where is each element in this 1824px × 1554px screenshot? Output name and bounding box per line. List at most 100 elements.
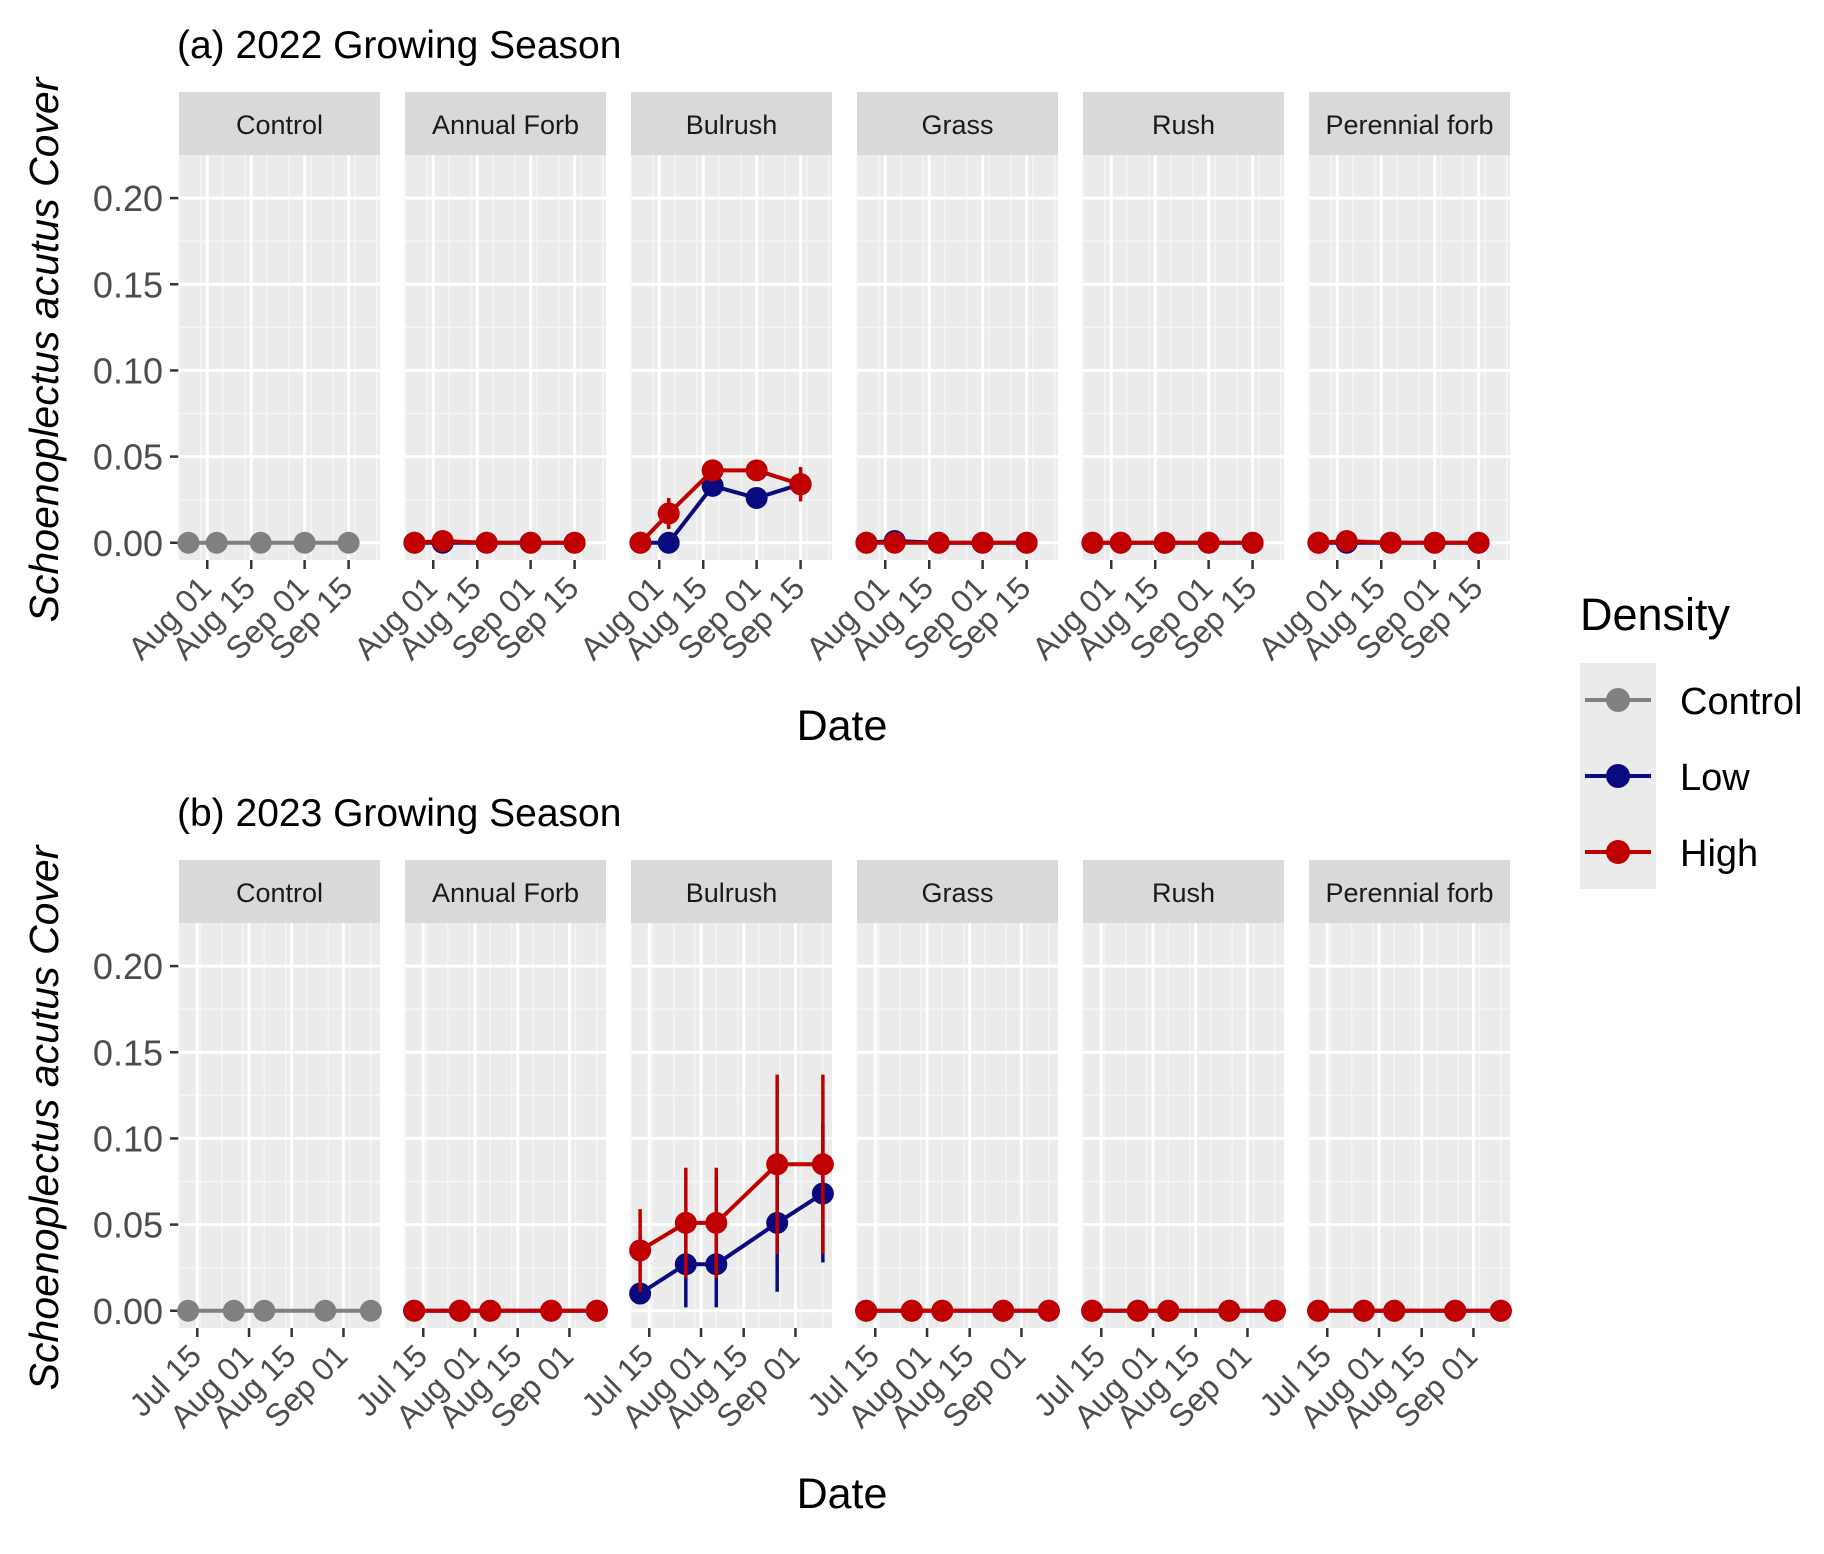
series-high xyxy=(403,1299,608,1322)
facet-strip xyxy=(179,92,380,155)
facet-strip-label: Rush xyxy=(1152,878,1215,908)
data-point xyxy=(1015,531,1038,554)
facet-strip xyxy=(631,92,832,155)
y-tick-label: 0.10 xyxy=(93,350,163,391)
data-point xyxy=(705,1211,728,1234)
data-point xyxy=(1037,1299,1060,1322)
y-axis-title: Schoenoplectus acutus Cover xyxy=(21,75,67,622)
legend-item-label: Control xyxy=(1680,681,1803,723)
section-title: (b) 2023 Growing Season xyxy=(177,792,621,835)
data-point xyxy=(971,531,994,554)
legend: Density Control Low High xyxy=(1580,589,1803,889)
data-point xyxy=(359,1299,382,1322)
y-tick-label: 0.10 xyxy=(93,1118,163,1159)
y-tick-label: 0.15 xyxy=(93,1032,163,1073)
facet-strip-label: Control xyxy=(236,110,323,140)
facet-strip-label: Grass xyxy=(921,110,993,140)
panel-background xyxy=(1309,923,1510,1328)
data-point xyxy=(745,486,768,509)
data-point xyxy=(745,459,768,482)
series-high xyxy=(855,531,1038,554)
data-point xyxy=(205,531,228,554)
x-axis-title: Date xyxy=(797,1470,888,1518)
data-point xyxy=(448,1299,471,1322)
series-control xyxy=(177,1299,382,1322)
x-axis-title: Date xyxy=(797,702,888,750)
data-point xyxy=(1467,531,1490,554)
data-point xyxy=(177,1299,200,1322)
data-point xyxy=(992,1299,1015,1322)
y-tick-label: 0.20 xyxy=(93,946,163,987)
data-point xyxy=(883,531,906,554)
section-title: (a) 2022 Growing Season xyxy=(177,24,621,67)
data-point xyxy=(563,531,586,554)
legend-key-point xyxy=(1606,840,1630,864)
data-point xyxy=(674,1211,697,1234)
data-point xyxy=(293,531,316,554)
data-point xyxy=(629,531,652,554)
facet-strip xyxy=(631,860,832,923)
data-point xyxy=(1379,531,1402,554)
panel-background xyxy=(405,155,606,560)
data-point xyxy=(701,459,724,482)
facet-strip xyxy=(179,860,380,923)
series-high xyxy=(403,530,586,554)
series-high xyxy=(1081,531,1264,554)
data-point xyxy=(1423,531,1446,554)
panel-background xyxy=(405,923,606,1328)
data-point xyxy=(629,1282,652,1305)
facet-strip-label: Grass xyxy=(921,878,993,908)
data-point xyxy=(337,531,360,554)
data-point xyxy=(249,531,272,554)
legend-key-point xyxy=(1606,764,1630,788)
series-high xyxy=(1307,530,1490,554)
data-point xyxy=(657,531,680,554)
facet-strip-label: Bulrush xyxy=(686,110,778,140)
facet-strip-label: Perennial forb xyxy=(1325,878,1493,908)
data-point xyxy=(1307,1299,1330,1322)
data-point xyxy=(1489,1299,1512,1322)
data-point xyxy=(177,531,200,554)
facet-strip xyxy=(1083,860,1284,923)
data-point xyxy=(519,531,542,554)
facet-strip xyxy=(857,860,1058,923)
legend-title: Density xyxy=(1580,589,1731,640)
data-point xyxy=(253,1299,276,1322)
series-high xyxy=(629,459,812,554)
facet-strip xyxy=(405,860,606,923)
y-tick-label: 0.05 xyxy=(93,1205,163,1246)
facet-strip-label: Annual Forb xyxy=(432,110,579,140)
data-point xyxy=(629,1239,652,1262)
data-point xyxy=(1153,531,1176,554)
legend-item-label: High xyxy=(1680,833,1758,875)
data-point xyxy=(479,1299,502,1322)
data-point xyxy=(1335,530,1358,553)
series-high xyxy=(1307,1299,1512,1322)
facet-strip-label: Control xyxy=(236,878,323,908)
section-2022: (a) 2022 Growing Season Schoenoplectus a… xyxy=(21,24,1510,750)
data-point xyxy=(1081,531,1104,554)
data-point xyxy=(855,1299,878,1322)
y-axis-title: Schoenoplectus acutus Cover xyxy=(21,843,67,1390)
data-point xyxy=(1383,1299,1406,1322)
data-point xyxy=(1263,1299,1286,1322)
data-point xyxy=(1444,1299,1467,1322)
y-tick-label: 0.05 xyxy=(93,437,163,478)
y-tick-label: 0.00 xyxy=(93,1291,163,1332)
data-point xyxy=(657,502,680,525)
data-point xyxy=(403,531,426,554)
data-point xyxy=(1218,1299,1241,1322)
data-point xyxy=(1352,1299,1375,1322)
facet-strip-label: Annual Forb xyxy=(432,878,579,908)
legend-key-point xyxy=(1606,688,1630,712)
series-control xyxy=(177,531,360,554)
panel-background xyxy=(1309,155,1510,560)
